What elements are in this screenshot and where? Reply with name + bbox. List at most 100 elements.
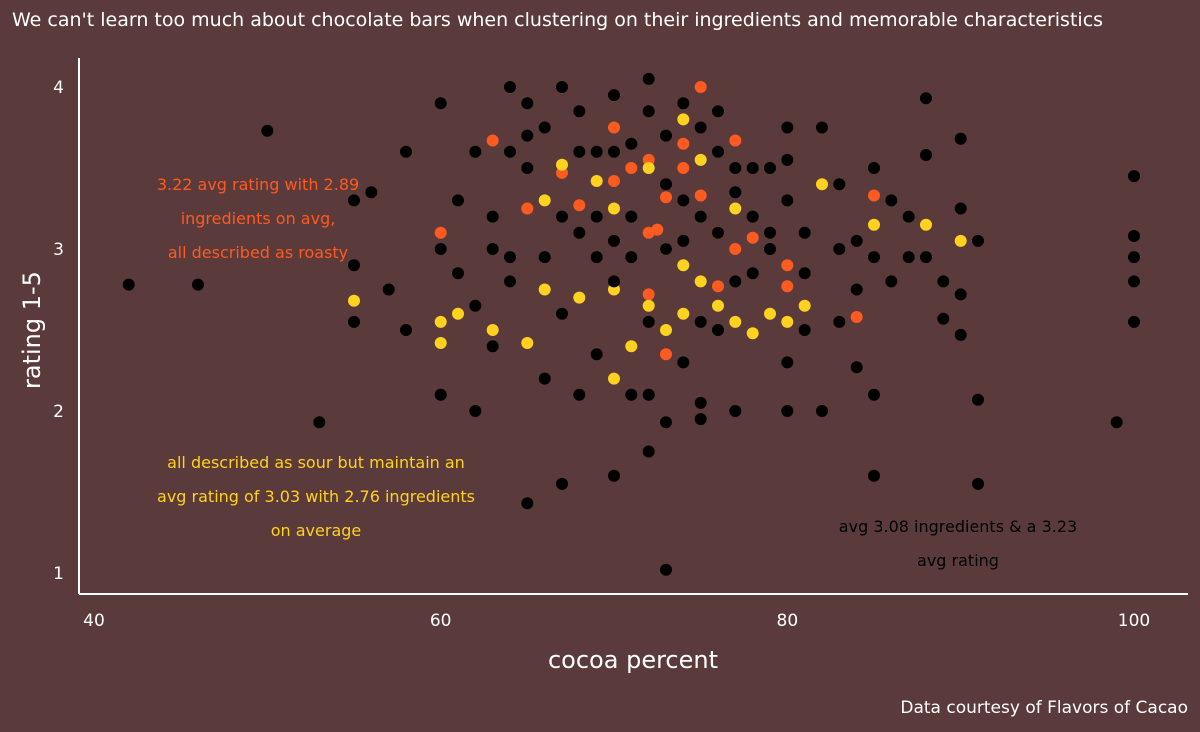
data-point-series-2 [781,194,794,207]
data-point-series-1 [642,299,655,312]
data-point-series-1 [573,291,586,304]
data-point-series-2 [556,81,568,93]
y-tick-label: 1 [53,564,64,584]
data-point-series-1 [729,202,742,215]
data-point-series-1 [348,294,360,307]
data-point-series-0 [712,280,724,293]
data-point-series-2 [660,243,672,255]
data-point-series-2 [521,497,534,510]
data-point-series-2 [590,348,603,361]
data-point-series-2 [833,315,846,328]
data-point-series-2 [1128,315,1140,328]
data-point-series-2 [538,251,551,264]
data-point-series-2 [538,121,551,134]
data-point-series-1 [920,218,932,231]
data-point-series-2 [590,251,603,264]
data-point-series-0 [608,121,620,134]
data-point-series-0 [850,311,863,323]
data-point-series-2 [781,405,794,417]
data-point-series-2 [521,97,534,110]
data-point-series-2 [850,361,863,374]
data-point-series-2 [608,145,620,158]
annotation-line: on average [271,521,362,540]
data-point-series-1 [694,153,707,166]
ticks-layer: 40 60 80 100 1 2 3 4 [53,78,1150,631]
data-point-series-2 [642,105,655,118]
data-point-series-1 [521,337,534,349]
data-point-series-1 [764,307,776,320]
data-point-series-2 [954,202,967,215]
data-point-series-2 [972,477,984,490]
data-point-series-1 [642,162,655,174]
data-point-series-2 [868,162,880,174]
data-point-series-0 [677,162,690,174]
data-point-series-1 [729,315,742,328]
data-point-series-1 [781,315,794,328]
data-point-series-2 [868,251,880,264]
data-point-series-2 [868,388,880,401]
data-point-series-2 [556,477,568,490]
data-point-series-2 [573,226,586,239]
data-point-series-2 [729,162,742,174]
data-point-series-2 [486,210,499,223]
data-point-series-2 [798,324,811,336]
data-point-series-2 [608,89,620,102]
data-point-series-2 [833,178,846,191]
data-point-series-2 [729,275,742,288]
data-point-series-1 [608,202,620,215]
data-point-series-2 [521,162,534,174]
data-point-series-0 [746,231,759,244]
data-point-series-1 [954,234,967,247]
x-tick-label: 60 [430,611,452,631]
data-point-series-1 [798,299,811,312]
annotation-line: avg rating of 3.03 with 2.76 ingredients [157,487,475,506]
data-point-series-0 [608,175,620,187]
data-point-series-2 [677,194,690,207]
annotations-layer: 3.22 avg rating with 2.89 ingredients on … [157,175,1077,570]
data-point-series-0 [729,134,742,147]
data-point-series-2 [694,121,707,134]
data-point-series-2 [677,234,690,247]
data-point-series-1 [694,275,707,288]
annotation-line: 3.22 avg rating with 2.89 [157,175,359,194]
data-point-series-2 [608,234,620,247]
data-point-series-2 [729,186,742,199]
data-point-series-1 [816,178,828,191]
data-point-series-2 [712,145,724,158]
data-point-series-2 [781,153,794,166]
data-point-series-2 [833,243,846,255]
data-point-series-2 [625,210,638,223]
data-point-series-2 [764,226,776,239]
data-point-series-2 [746,210,759,223]
data-point-series-2 [712,105,724,118]
data-point-series-1 [452,307,464,320]
data-point-series-0 [660,191,672,204]
data-point-series-2 [677,356,690,369]
data-point-series-2 [712,324,724,336]
data-point-series-2 [556,210,568,223]
data-point-series-2 [972,234,984,247]
data-point-series-2 [590,210,603,223]
chart-caption: Data courtesy of Flavors of Cacao [900,698,1188,718]
data-point-series-2 [504,81,516,93]
data-point-series-0 [868,189,880,202]
data-point-series-2 [521,129,534,142]
x-axis-title: cocoa percent [548,646,718,674]
data-point-series-2 [504,275,516,288]
x-tick-label: 100 [1118,611,1150,631]
data-point-series-1 [434,337,447,349]
data-point-series-2 [937,312,950,325]
data-point-series-2 [781,356,794,369]
data-point-series-0 [781,280,794,293]
data-point-series-2 [400,324,412,336]
data-point-series-2 [712,226,724,239]
data-point-series-2 [954,288,967,301]
data-point-series-2 [1128,230,1140,242]
data-point-series-2 [902,210,915,223]
data-point-series-2 [434,388,447,401]
data-point-series-0 [486,134,499,147]
data-point-series-0 [625,162,638,174]
data-point-series-2 [798,226,811,239]
